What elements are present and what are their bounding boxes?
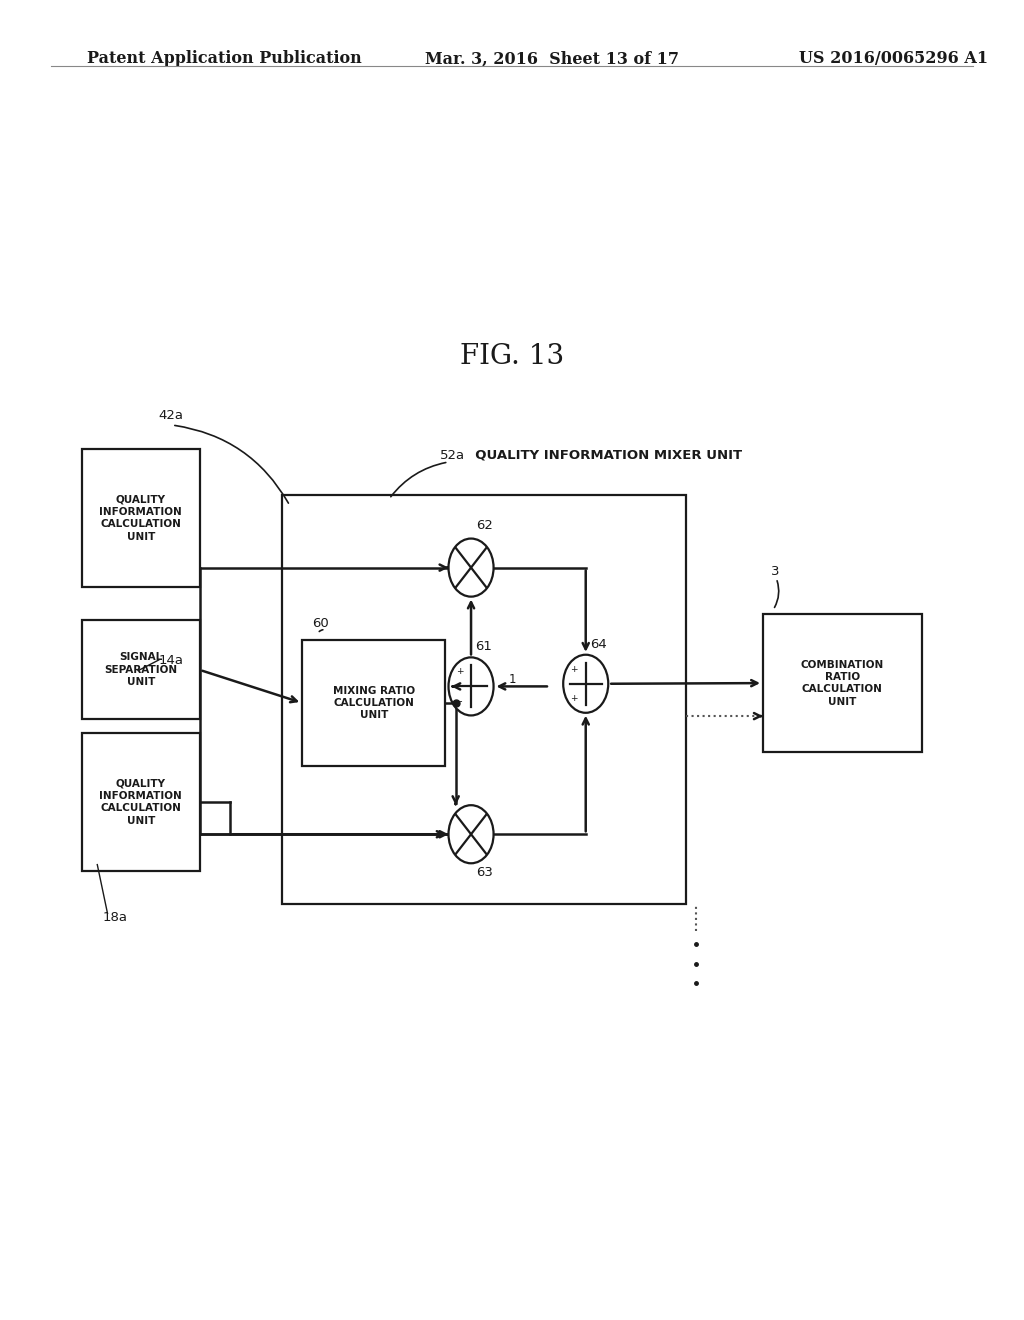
Bar [282, 495, 686, 904]
Text: Patent Application Publication: Patent Application Publication [87, 50, 361, 67]
Text: 61: 61 [475, 640, 492, 653]
Text: 62: 62 [476, 519, 493, 532]
Text: +: + [569, 694, 578, 702]
Text: -: - [458, 696, 462, 706]
Circle shape [449, 539, 494, 597]
Text: 42a: 42a [159, 409, 183, 422]
Text: US 2016/0065296 A1: US 2016/0065296 A1 [799, 50, 988, 67]
Text: 63: 63 [476, 866, 493, 879]
Text: COMBINATION
RATIO
CALCULATION
UNIT: COMBINATION RATIO CALCULATION UNIT [801, 660, 884, 706]
Bar [82, 733, 200, 871]
Text: FIG. 13: FIG. 13 [460, 343, 564, 370]
Text: 18a: 18a [102, 911, 127, 924]
Text: SIGNAL
SEPARATION
UNIT: SIGNAL SEPARATION UNIT [104, 652, 177, 688]
Text: 3: 3 [771, 565, 779, 578]
Text: QUALITY
INFORMATION
CALCULATION
UNIT: QUALITY INFORMATION CALCULATION UNIT [99, 495, 182, 541]
Text: 1: 1 [509, 673, 516, 686]
Text: QUALITY INFORMATION MIXER UNIT: QUALITY INFORMATION MIXER UNIT [466, 449, 742, 462]
Text: QUALITY
INFORMATION
CALCULATION
UNIT: QUALITY INFORMATION CALCULATION UNIT [99, 779, 182, 825]
Text: +: + [456, 668, 464, 676]
Text: MIXING RATIO
CALCULATION
UNIT: MIXING RATIO CALCULATION UNIT [333, 685, 415, 721]
Bar [302, 640, 445, 766]
Text: 14a: 14a [159, 653, 183, 667]
Circle shape [449, 805, 494, 863]
Circle shape [563, 655, 608, 713]
Text: 60: 60 [312, 616, 329, 630]
Bar [82, 620, 200, 719]
Bar [763, 614, 922, 752]
Text: Mar. 3, 2016  Sheet 13 of 17: Mar. 3, 2016 Sheet 13 of 17 [425, 50, 679, 67]
Text: 52a: 52a [440, 449, 466, 462]
Bar [82, 449, 200, 587]
Text: 64: 64 [590, 638, 606, 651]
Text: +: + [569, 665, 578, 673]
Circle shape [449, 657, 494, 715]
